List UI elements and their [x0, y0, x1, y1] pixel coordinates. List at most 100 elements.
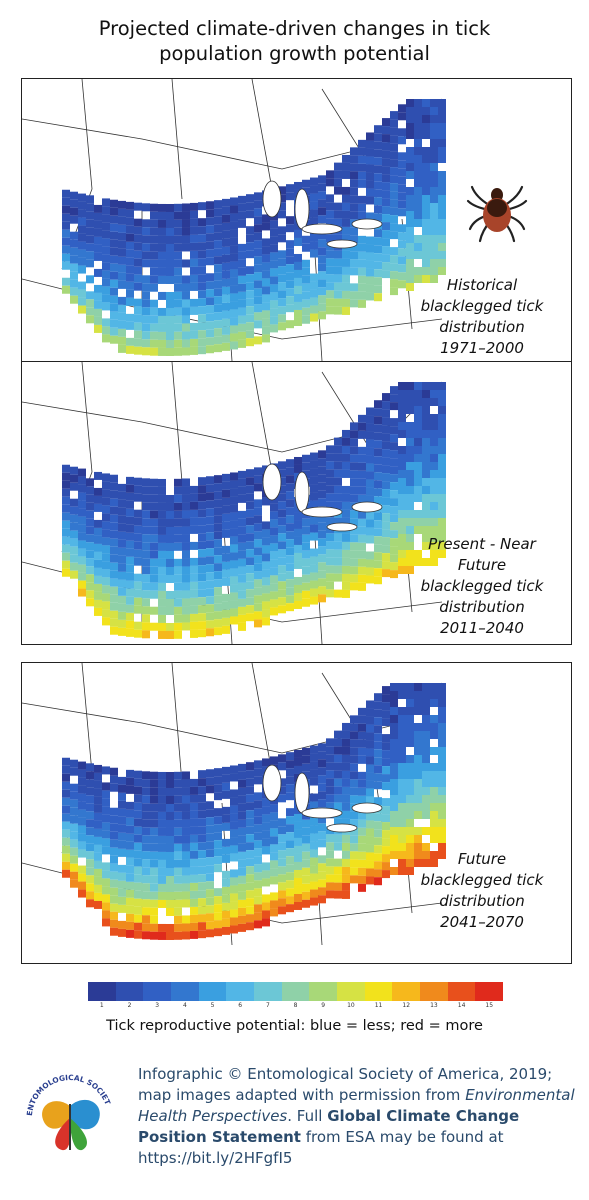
grid-cell: [238, 510, 246, 519]
grid-cell: [438, 430, 446, 438]
grid-cell: [382, 537, 390, 546]
grid-cell: [302, 299, 310, 308]
grid-cell: [214, 611, 222, 620]
grid-cell: [118, 784, 126, 793]
grid-cell: [198, 621, 206, 630]
grid-cell: [70, 791, 78, 800]
grid-cell: [414, 683, 422, 691]
grid-cell: [438, 470, 446, 478]
grid-cell: [62, 520, 70, 529]
grid-cell: [406, 155, 414, 163]
legend-tick-label: 13: [430, 1002, 438, 1009]
grid-cell: [414, 454, 422, 462]
grid-cell: [302, 558, 310, 567]
map-panel-historical: Historical blacklegged tick distribution…: [21, 78, 572, 362]
grid-cell: [126, 817, 134, 826]
grid-cell: [350, 462, 358, 471]
grid-cell: [278, 477, 286, 486]
grid-cell: [310, 313, 318, 322]
grid-cell: [230, 333, 238, 342]
grid-cell: [150, 875, 158, 884]
grid-cell: [158, 315, 166, 324]
grid-cell: [278, 794, 286, 803]
grid-cell: [142, 899, 150, 908]
grid-cell: [230, 853, 238, 862]
grid-cell: [270, 900, 278, 909]
grid-cell: [390, 715, 398, 723]
grid-cell: [206, 929, 214, 938]
grid-cell: [198, 597, 206, 606]
grid-cell: [438, 811, 446, 819]
grid-cell: [230, 221, 238, 230]
grid-cell: [366, 740, 374, 749]
grid-cell: [390, 215, 398, 224]
grid-cell: [230, 592, 238, 601]
grid-cell: [414, 787, 422, 795]
grid-cell: [238, 219, 246, 228]
grid-cell: [238, 291, 246, 300]
grid-cell: [166, 598, 174, 607]
grid-cell: [246, 778, 254, 787]
grid-cell: [366, 431, 374, 440]
grid-cell: [86, 779, 94, 788]
legend-swatch: [88, 982, 116, 1001]
grid-cell: [278, 314, 286, 323]
grid-cell: [406, 211, 414, 219]
grid-cell: [150, 843, 158, 852]
grid-cell: [270, 260, 278, 269]
grid-cell: [438, 731, 446, 739]
grid-cell: [374, 837, 382, 846]
grid-cell: [158, 478, 166, 487]
grid-cell: [366, 756, 374, 765]
grid-cell: [166, 590, 174, 599]
grid-cell: [182, 859, 190, 868]
grid-cell: [206, 801, 214, 810]
grid-cell: [318, 855, 326, 864]
grid-cell: [302, 243, 310, 252]
grid-cell: [390, 247, 398, 256]
grid-cell: [438, 699, 446, 707]
grid-cell: [166, 779, 174, 788]
grid-cell: [110, 506, 118, 515]
grid-cell: [134, 597, 142, 606]
label-line: 2041–2070: [440, 913, 524, 931]
grid-cell: [406, 755, 414, 763]
grid-cell: [206, 313, 214, 322]
legend-tick-label: 10: [347, 1002, 355, 1009]
grid-cell: [238, 550, 246, 559]
grid-cell: [134, 509, 142, 518]
grid-cell: [110, 498, 118, 507]
grid-cell: [230, 805, 238, 814]
grid-cell: [158, 518, 166, 527]
grid-cell: [142, 622, 150, 631]
grid-cell: [294, 869, 302, 878]
grid-cell: [62, 528, 70, 537]
grid-cell: [102, 577, 110, 586]
grid-cell: [390, 835, 398, 843]
grid-cell: [286, 792, 294, 801]
grid-cell: [374, 197, 382, 206]
grid-cell: [70, 231, 78, 240]
grid-cell: [422, 259, 430, 267]
grid-cell: [302, 518, 310, 527]
grid-cell: [334, 874, 342, 883]
grid-cell: [326, 557, 334, 566]
grid-cell: [134, 834, 142, 843]
grid-cell: [94, 308, 102, 317]
grid-cell: [318, 578, 326, 587]
grid-cell: [230, 229, 238, 238]
grid-cell: [366, 148, 374, 157]
grid-cell: [414, 147, 422, 155]
grid-cell: [150, 915, 158, 924]
grid-cell: [390, 127, 398, 136]
grid-cell: [94, 788, 102, 797]
grid-cell: [86, 899, 94, 908]
grid-cell: [134, 242, 142, 251]
grid-cell: [206, 209, 214, 218]
grid-cell: [166, 867, 174, 876]
grid-cell: [438, 155, 446, 163]
grid-cell: [278, 565, 286, 574]
grid-cell: [430, 699, 438, 707]
grid-cell: [86, 275, 94, 284]
grid-cell: [206, 604, 214, 613]
